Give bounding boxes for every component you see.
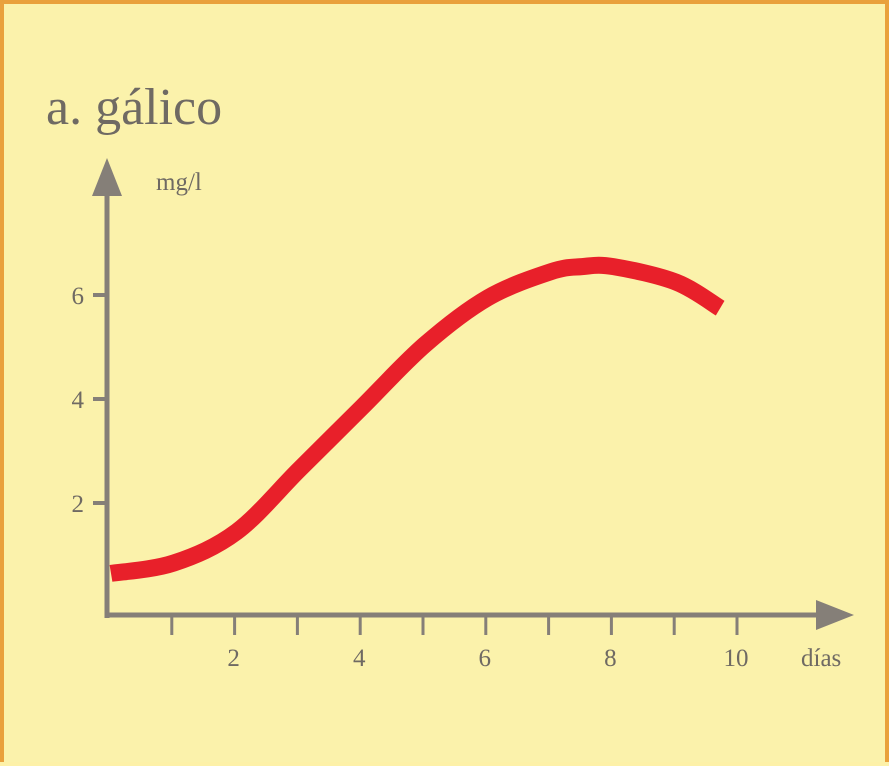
- x-axis-label: días: [801, 645, 841, 672]
- series-group: [109, 256, 725, 582]
- x-tick-label: 6: [479, 645, 492, 672]
- chart-title: a. gálico: [46, 79, 223, 136]
- y-axis-arrow-icon: [92, 158, 122, 196]
- series-line: [109, 256, 725, 582]
- x-ticks: 2 4 6 8 10: [170, 617, 749, 672]
- y-axis-label: mg/l: [156, 169, 202, 196]
- y-ticks: 2 4 6: [72, 283, 105, 518]
- axes: [92, 158, 854, 630]
- x-tick-label: 4: [353, 645, 366, 672]
- y-tick-label: 6: [72, 283, 85, 310]
- x-tick-label: 8: [604, 645, 617, 672]
- x-tick-label: 10: [724, 645, 749, 672]
- y-tick-label: 2: [72, 491, 85, 518]
- line-chart: 2 4 6 8 10 2 4 6 mg/l días: [72, 158, 854, 672]
- y-tick-label: 4: [72, 387, 85, 414]
- x-axis-arrow-icon: [816, 600, 854, 630]
- x-tick-label: 2: [227, 645, 240, 672]
